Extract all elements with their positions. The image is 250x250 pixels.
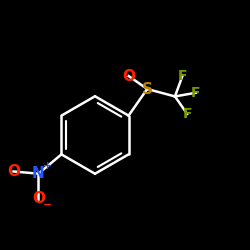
Text: F: F <box>178 70 187 84</box>
Text: N: N <box>32 166 45 181</box>
Text: S: S <box>142 82 153 96</box>
Text: −: − <box>42 200 52 210</box>
Text: F: F <box>182 107 192 121</box>
Text: F: F <box>191 86 201 100</box>
Text: O: O <box>7 164 20 179</box>
Text: O: O <box>122 68 135 84</box>
Text: +: + <box>42 161 52 171</box>
Text: O: O <box>32 191 45 206</box>
